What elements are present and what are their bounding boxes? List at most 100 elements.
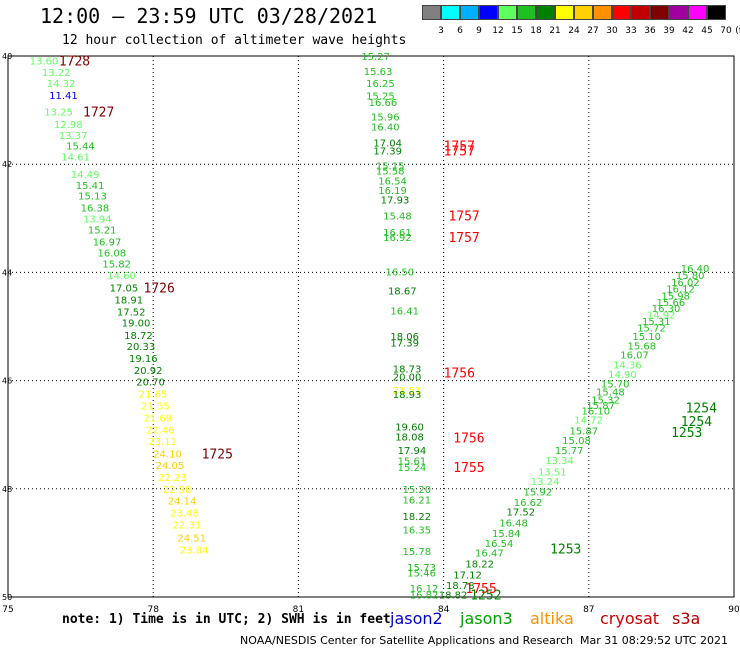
track2-wave-height-3: 15.25: [366, 91, 395, 102]
track3-wave-height-34: 16.12: [666, 285, 695, 296]
track1-wave-height-40: 24.51: [177, 533, 206, 544]
lon-tick-84: 84: [438, 605, 450, 615]
track2-wave-height-33: 18.22: [402, 512, 431, 523]
colorbar-swatch-24: [555, 5, 574, 20]
track3-wave-height-20: 15.32: [591, 396, 620, 407]
track1-wave-height-1: 13.22: [42, 68, 71, 79]
track2-wave-height-32: 16.21: [402, 496, 431, 507]
track3-time-label-3: 1254: [686, 402, 717, 417]
track2-wave-height-29: 15.61: [398, 457, 427, 468]
track1-wave-height-20: 18.91: [114, 295, 143, 306]
colorbar-swatch-30: [593, 5, 612, 20]
track3-wave-height-7: 16.48: [499, 518, 528, 529]
colorbar-swatch-70: [707, 5, 726, 20]
track1-wave-height-35: 22.23: [158, 473, 187, 484]
track3-wave-height-33: 15.98: [661, 292, 690, 303]
track1-time-label-1: 1727: [83, 106, 114, 121]
track2-wave-height-9: 15.15: [376, 161, 405, 172]
colorbar-label-27: 27: [587, 26, 599, 36]
track1-wave-height-33: 24.10: [153, 450, 182, 461]
colorbar-swatch-3: [422, 5, 441, 20]
colorbar-swatch-21: [536, 5, 555, 20]
track3-wave-height-6: 15.84: [492, 529, 521, 540]
track3-wave-height-14: 15.77: [555, 446, 584, 457]
colorbar-label-42: 42: [682, 26, 694, 36]
track3-wave-height-0: 18.82: [439, 590, 468, 601]
track1-wave-height-27: 20.70: [136, 378, 165, 389]
colorbar-label-12: 12: [492, 26, 504, 36]
colorbar-swatch-12: [479, 5, 498, 20]
colorbar-unit: (ft): [735, 26, 740, 36]
track3-wave-height-30: 14.92: [647, 311, 676, 322]
track3-wave-height-29: 15.31: [642, 317, 671, 328]
track2-wave-height-11: 16.54: [378, 176, 407, 187]
track3-wave-height-17: 14.72: [574, 416, 603, 427]
colorbar-swatch-39: [650, 5, 669, 20]
colorbar-swatch-27: [574, 5, 593, 20]
legend-altika: altika: [530, 609, 574, 628]
track2-wave-height-24: 21.51: [393, 386, 422, 397]
colorbar-swatch-9: [460, 5, 479, 20]
track3-wave-height-9: 16.62: [514, 498, 543, 509]
track1-wave-height-7: 15.44: [66, 141, 95, 152]
track3-wave-height-36: 15.80: [676, 271, 705, 282]
track1-wave-height-13: 13.94: [83, 214, 112, 225]
track1-wave-height-12: 16.38: [81, 203, 110, 214]
track1-wave-height-24: 20.33: [127, 342, 156, 353]
track1-wave-height-19: 17.05: [110, 284, 139, 295]
colorbar-label-45: 45: [701, 26, 713, 36]
track2-wave-height-38: 16.12: [410, 584, 439, 595]
colorbar-swatch-15: [498, 5, 517, 20]
track2-time-label-5: 1756: [453, 431, 484, 446]
track1-wave-height-15: 16.97: [93, 238, 122, 249]
track2-wave-height-14: 15.48: [383, 212, 412, 223]
track3-wave-height-15: 15.08: [562, 436, 591, 447]
track2-wave-height-13: 17.93: [381, 195, 410, 206]
track1-wave-height-3: 11.41: [49, 91, 78, 102]
track3-wave-height-1: 18.78: [446, 581, 475, 592]
track2-wave-height-4: 16.66: [369, 98, 398, 109]
track1-wave-height-25: 19.16: [129, 354, 158, 365]
colorbar-label-33: 33: [625, 26, 637, 36]
track2-time-label-4: 1756: [444, 366, 475, 381]
colorbar-swatch-33: [612, 5, 631, 20]
track3-wave-height-11: 13.24: [531, 477, 560, 488]
track1-wave-height-38: 23.48: [170, 509, 199, 520]
track2-wave-height-19: 16.41: [390, 306, 419, 317]
track3-wave-height-21: 15.48: [596, 387, 625, 398]
track2-wave-height-39: 16.82: [410, 590, 439, 601]
track1-wave-height-2: 14.32: [47, 79, 76, 90]
track1-wave-height-37: 24.14: [168, 497, 197, 508]
lat-tick-42: 42: [2, 160, 12, 169]
colorbar-label-15: 15: [511, 26, 523, 36]
track3-wave-height-16: 15.87: [569, 426, 598, 437]
track1-wave-height-4: 13.25: [44, 108, 73, 119]
track2-wave-height-25: 18.93: [393, 390, 422, 401]
track2-wave-height-20: 18.06: [390, 332, 419, 343]
colorbar-label-3: 3: [438, 26, 444, 36]
track1-time-label-3: 1725: [202, 448, 233, 463]
track3-wave-height-13: 13.34: [545, 456, 574, 467]
track1-wave-height-26: 20.92: [134, 366, 163, 377]
track1-time-label-2: 1726: [144, 282, 175, 297]
track3-wave-height-22: 15.70: [601, 379, 630, 390]
track1-wave-height-9: 14.49: [71, 170, 100, 181]
track1-wave-height-8: 14.61: [61, 153, 90, 164]
track2-time-label-1: 1757: [444, 145, 475, 160]
legend-s3a: s3a: [672, 609, 701, 628]
track1-wave-height-22: 19.00: [122, 319, 151, 330]
lat-tick-44: 44: [2, 268, 12, 277]
lat-tick-46: 46: [2, 377, 12, 386]
track1-wave-height-5: 12.98: [54, 120, 83, 131]
track1-wave-height-6: 13.37: [59, 131, 88, 142]
track2-wave-height-23: 20.00: [393, 372, 422, 383]
track3-wave-height-25: 16.07: [620, 351, 649, 362]
track2-wave-height-35: 15.78: [402, 547, 431, 558]
track2-wave-height-37: 15.46: [407, 569, 436, 580]
lat-tick-40: 40: [2, 52, 12, 61]
track2-wave-height-26: 19.60: [395, 423, 424, 434]
track2-wave-height-36: 15.73: [407, 563, 436, 574]
track2-wave-height-27: 18.08: [395, 432, 424, 443]
track2-wave-height-18: 18.67: [388, 286, 417, 297]
lon-tick-75: 75: [2, 605, 13, 615]
